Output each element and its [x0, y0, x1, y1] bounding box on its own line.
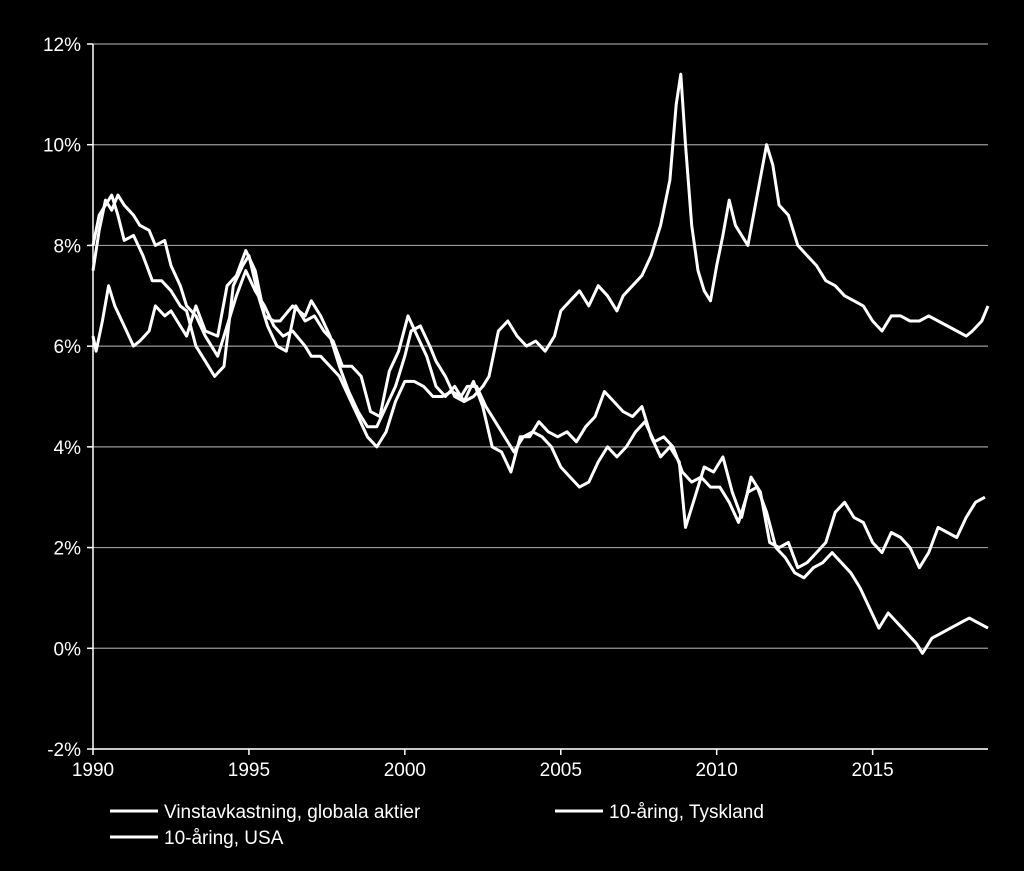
y-tick-label: 10% — [43, 136, 81, 157]
y-tick-label: 4% — [54, 438, 82, 459]
series-line-2 — [91, 193, 986, 570]
x-tick-label: 2005 — [540, 760, 582, 781]
y-tick-label: 12% — [43, 35, 81, 56]
legend-label-1: 10-åring, Tyskland — [609, 802, 764, 823]
legend-label-0: Vinstavkastning, globala aktier — [164, 802, 421, 823]
legend-label-2: 10-åring, USA — [164, 828, 284, 849]
x-tick-label: 1995 — [228, 760, 270, 781]
y-tick-label: -2% — [47, 740, 81, 761]
y-tick-label: 6% — [54, 337, 82, 358]
y-tick-label: 0% — [54, 639, 82, 660]
axes: -2% 0% 2% 4% 6% 8% 10% 12% 1990 1995 2000 2005 2010 2… — [43, 35, 988, 781]
series-line-1 — [91, 193, 989, 655]
x-tick-label: 2010 — [696, 760, 738, 781]
x-tick-label: 2015 — [851, 760, 893, 781]
legend: Vinstavkastning, globala aktier 10-åring,… — [110, 802, 764, 849]
x-tick-label: 1990 — [72, 760, 114, 781]
x-tick-label: 2000 — [384, 760, 426, 781]
series-line-0 — [91, 72, 990, 429]
y-tick-label: 8% — [54, 236, 82, 257]
series-lines — [91, 72, 990, 655]
y-tick-label: 2% — [54, 539, 82, 560]
